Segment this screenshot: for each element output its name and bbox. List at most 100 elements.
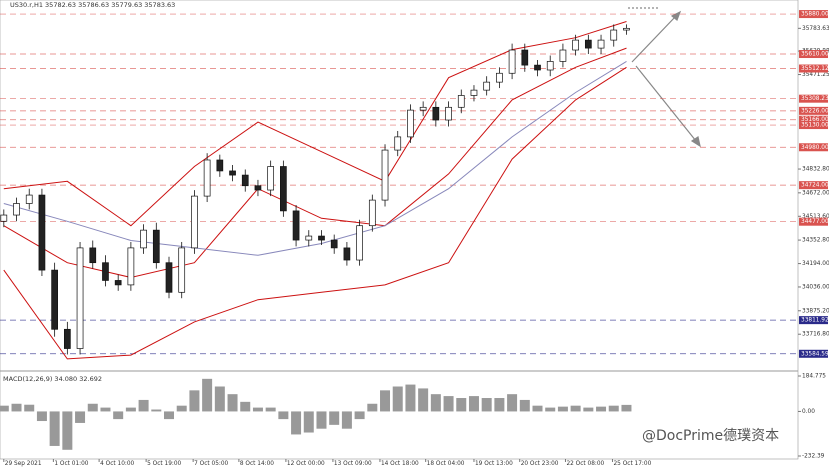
macd-bar xyxy=(341,411,352,429)
trend-arrows xyxy=(628,7,701,148)
candle-body xyxy=(368,199,376,227)
macd-bar xyxy=(418,388,429,412)
level-label: 35166.00 xyxy=(801,117,829,123)
indicator-title: MACD(12,26,9) 34.080 32.692 xyxy=(3,375,102,383)
x-tick-label: 29 Sep 2021 xyxy=(5,461,42,467)
candle-body xyxy=(38,194,46,271)
candle-body xyxy=(305,235,313,241)
macd-bar xyxy=(507,394,518,412)
candle-body xyxy=(318,235,325,241)
band-line xyxy=(3,66,627,360)
band-line xyxy=(3,21,627,227)
y-tick-label: 33875.20 xyxy=(802,308,829,314)
level-label-bg xyxy=(799,121,828,130)
candle-body xyxy=(178,247,186,293)
macd-tick-label: 184.775 xyxy=(802,374,826,380)
macd-bar xyxy=(214,386,225,412)
y-tick-label: 34832.80 xyxy=(802,167,829,173)
candle-body xyxy=(546,61,554,71)
macd-bar xyxy=(202,378,213,412)
candle-body xyxy=(25,194,33,204)
macd-tick-label: -232.39 xyxy=(802,454,825,460)
level-label-bg xyxy=(799,64,828,73)
candle-body xyxy=(584,39,592,49)
candle-body xyxy=(51,269,58,330)
level-label: 35880.00 xyxy=(801,12,829,18)
level-label-bg xyxy=(799,143,828,152)
candle-body xyxy=(165,262,173,293)
candle-body xyxy=(241,174,249,187)
macd-bar xyxy=(621,404,632,412)
x-tick-label: 12 Oct 00:00 xyxy=(287,461,325,467)
macd-bar xyxy=(138,399,149,412)
candle-body xyxy=(445,106,452,121)
macd-bar xyxy=(0,405,9,412)
x-tick-label: 25 Oct 17:00 xyxy=(613,461,651,467)
level-label-bg xyxy=(799,316,828,325)
candle-body xyxy=(152,229,160,264)
x-tick-label: 20 Oct 23:00 xyxy=(521,461,559,467)
level-label: 34980.00 xyxy=(801,145,829,151)
level-label-bg xyxy=(799,10,828,19)
level-label-bg xyxy=(799,94,828,103)
macd-bar xyxy=(303,411,314,433)
x-tick-label: 5 Oct 19:00 xyxy=(147,461,181,467)
level-label: 35130.00 xyxy=(801,123,829,129)
macd-bar xyxy=(240,401,251,412)
y-tick-label: 34036.00 xyxy=(802,284,829,290)
candle-body xyxy=(140,229,147,249)
candle-body xyxy=(572,39,579,51)
macd-tick-label: 0.00 xyxy=(802,409,815,415)
candle-body xyxy=(114,280,122,286)
candle-body xyxy=(457,95,465,108)
macd-bar xyxy=(36,411,47,422)
watermark: @DocPrime德璞资本 xyxy=(642,428,779,444)
x-tick-label: 13 Oct 09:00 xyxy=(334,461,372,467)
x-tick-label: 8 Oct 14:00 xyxy=(240,461,274,467)
candle-body xyxy=(343,247,351,261)
macd-bar xyxy=(24,404,35,412)
macd-bar xyxy=(265,407,276,412)
candle-body xyxy=(356,225,363,261)
candle-body xyxy=(13,203,20,216)
candle-body xyxy=(623,27,630,31)
candle-body xyxy=(63,328,71,349)
candle-body xyxy=(76,247,84,349)
x-tick-label: 7 Oct 05:00 xyxy=(194,461,228,467)
macd-bar xyxy=(227,394,238,412)
chart-title: US30.r,H1 35782.63 35786.63 35779.63 357… xyxy=(10,1,175,9)
y-tick-label: 34194.00 xyxy=(802,261,829,267)
candle-body xyxy=(102,262,109,281)
candle-body xyxy=(292,210,300,241)
candle-body xyxy=(496,72,503,83)
y-tick-label: 34672.00 xyxy=(802,190,829,196)
level-label: 35512.12 xyxy=(801,66,829,72)
y-tick-label: 33716.80 xyxy=(802,332,829,338)
candle-body xyxy=(191,195,198,249)
level-label: 35226.00 xyxy=(801,108,829,114)
level-label: 35308.23 xyxy=(801,96,829,102)
x-tick-label: 18 Oct 04:00 xyxy=(427,461,465,467)
level-label-bg xyxy=(799,50,828,59)
macd-bar xyxy=(164,411,175,420)
candle-body xyxy=(470,89,478,96)
candle-body xyxy=(597,39,605,49)
candle-body xyxy=(394,136,402,151)
macd-bar xyxy=(519,399,530,412)
macd-bar xyxy=(329,411,340,425)
macd-bar xyxy=(252,407,263,412)
x-tick-label: 22 Oct 08:00 xyxy=(566,461,604,467)
candle-body xyxy=(280,166,287,212)
macd-bar xyxy=(100,407,111,412)
macd-bar xyxy=(75,411,86,423)
macd-bar xyxy=(532,405,543,412)
candle-body xyxy=(267,166,275,191)
candle-body xyxy=(127,247,135,286)
candle-body xyxy=(203,159,211,197)
candle-body xyxy=(610,29,618,41)
level-label: 33811.92 xyxy=(801,318,829,324)
macd-bar xyxy=(468,396,479,412)
macd-bar xyxy=(87,403,98,412)
candle-body xyxy=(407,109,414,138)
